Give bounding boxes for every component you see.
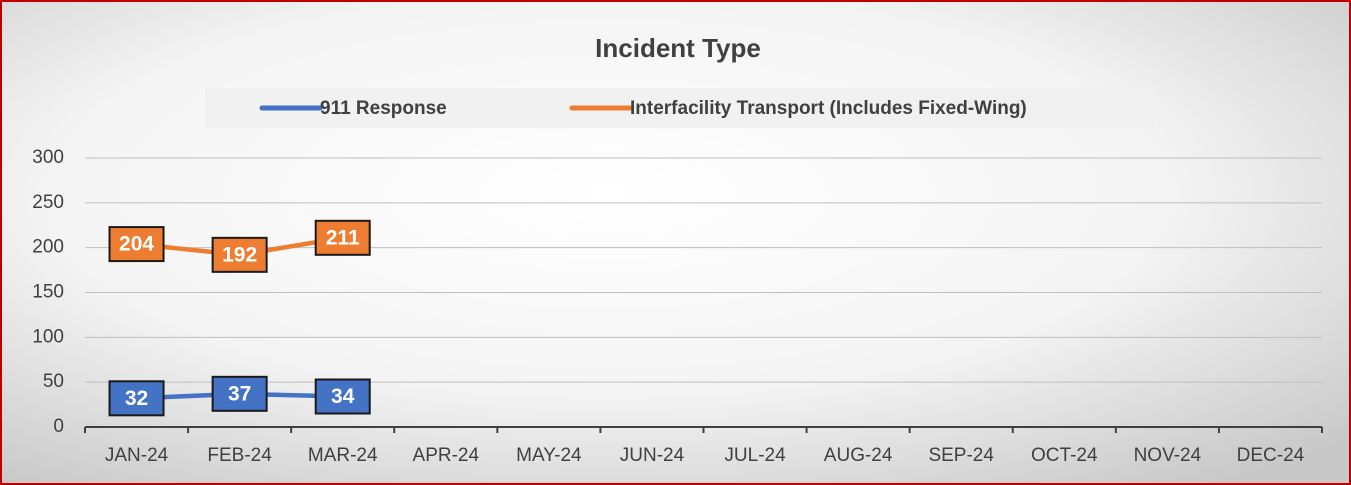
x-tick-label: MAR-24 — [308, 445, 378, 466]
data-label-box — [108, 380, 165, 417]
y-tick-label: 100 — [32, 326, 64, 347]
legend-box — [205, 88, 1155, 128]
y-tick-label: 250 — [32, 192, 64, 213]
x-tick-label: MAY-24 — [516, 445, 582, 466]
data-label: 37 — [228, 382, 251, 405]
data-label: 34 — [331, 385, 355, 408]
x-tick-label: JUL-24 — [724, 445, 786, 466]
data-label: 32 — [125, 387, 148, 410]
x-tick-label: JUN-24 — [620, 445, 685, 466]
x-tick-label: NOV-24 — [1134, 445, 1202, 466]
data-label: 211 — [326, 226, 360, 249]
x-tick-label: FEB-24 — [207, 445, 272, 466]
x-tick-label: OCT-24 — [1031, 445, 1098, 466]
legend-label: 911 Response — [320, 98, 447, 119]
y-tick-label: 50 — [43, 371, 64, 392]
x-tick-label: AUG-24 — [824, 445, 893, 466]
data-label: 204 — [119, 233, 154, 256]
y-tick-label: 0 — [53, 416, 64, 437]
x-tick-label: JAN-24 — [105, 445, 169, 466]
x-tick-label: DEC-24 — [1237, 445, 1305, 466]
chart-title: Incident Type — [595, 33, 761, 63]
x-tick-label: APR-24 — [413, 445, 480, 466]
y-tick-label: 200 — [32, 237, 64, 258]
y-tick-label: 150 — [32, 282, 64, 303]
data-label-box — [211, 236, 268, 273]
y-tick-label: 300 — [32, 147, 64, 168]
data-label: 192 — [222, 243, 257, 266]
data-label-box — [314, 378, 371, 415]
legend-label: Interfacility Transport (Includes Fixed-… — [630, 98, 1027, 119]
data-label-box — [108, 226, 165, 263]
legend: 911 Response Interfacility Transport (Inc… — [259, 98, 1027, 119]
x-tick-label: SEP-24 — [928, 445, 994, 466]
data-label-box — [314, 219, 371, 256]
data-label-box — [211, 375, 268, 412]
